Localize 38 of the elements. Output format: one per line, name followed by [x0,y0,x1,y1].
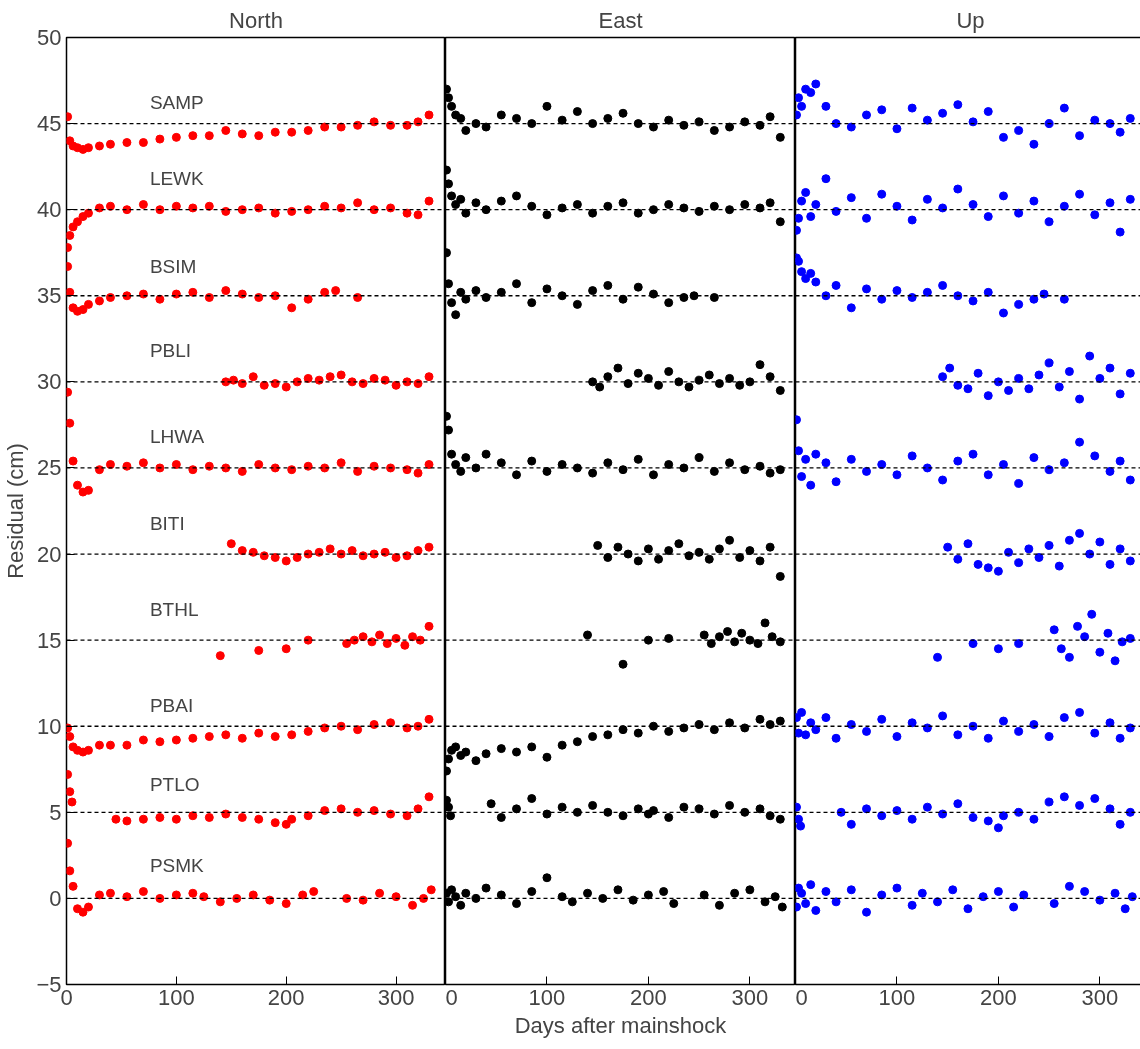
y-tick-label: 35 [37,283,62,309]
x-tick-label: 0 [445,984,458,1010]
series-label: PTLO [149,774,200,796]
x-tick-label: 300 [377,984,415,1010]
x-tick-label: 200 [267,984,305,1010]
text: BITI [149,512,185,534]
y-tick-label: 0 [49,885,62,911]
y-tick-label: 5 [49,799,62,825]
series-label: SAMP [149,92,204,114]
y-tick-label: 40 [37,197,62,223]
y-axis-title: Residual (cm) [3,443,29,579]
chart-title: Up [956,7,985,33]
y-tick-label: 30 [37,369,62,395]
x-tick-label: 100 [528,984,566,1010]
x-tick-label: 300 [1081,984,1119,1010]
y-tick-label: 45 [37,111,62,137]
x-tick-label: 200 [980,984,1017,1010]
chart-title: North [229,7,283,33]
y-tick-label: −5 [36,972,62,997]
series-label: LEWK [149,168,205,190]
x-tick-label: 300 [731,984,769,1010]
y-tick-label: 10 [37,713,62,739]
y-tick-label: 15 [37,627,62,653]
y-tick-label: 25 [37,455,62,481]
series-label: PBLI [149,340,192,362]
series-label: PSMK [149,855,205,877]
series-label: PBAI [149,695,194,717]
chart-title: East [598,7,643,33]
y-tick-label: 50 [37,25,62,50]
text: BTHL [149,598,199,620]
x-tick-label: 100 [878,984,916,1010]
series-label: BSIM [149,256,197,277]
x-tick-label: 200 [630,984,667,1010]
x-tick-label: 100 [158,984,195,1010]
x-tick-label: 0 [795,984,808,1010]
x-axis-title: Days after mainshock [514,1012,728,1038]
y-tick-label: 20 [37,541,62,567]
series-label: LHWA [149,426,205,448]
